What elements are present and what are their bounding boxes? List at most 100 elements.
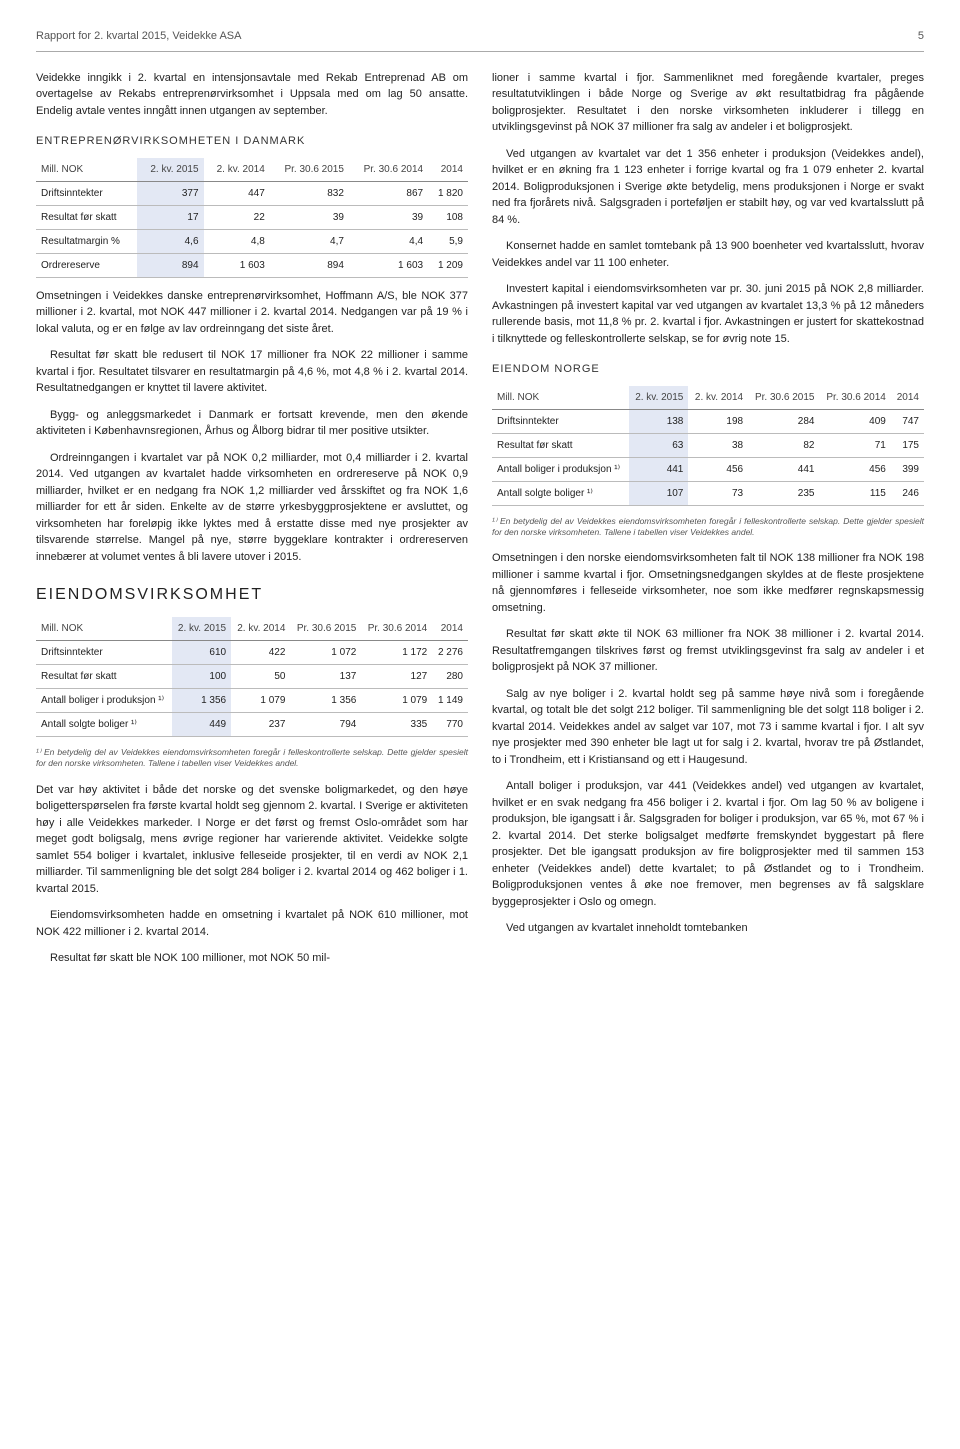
cell: 235 <box>748 481 819 505</box>
row-label: Resultatmargin % <box>36 229 137 253</box>
cell: 127 <box>361 665 432 689</box>
two-column-layout: Veidekke inngikk i 2. kvartal en intensj… <box>36 70 924 977</box>
paragraph: Bygg- og anleggsmarkedet i Danmark er fo… <box>36 407 468 440</box>
cell: 1 820 <box>428 181 468 205</box>
table-eiendom: Mill. NOK 2. kv. 2015 2. kv. 2014 Pr. 30… <box>36 617 468 737</box>
cell: 894 <box>137 253 203 277</box>
cell: 794 <box>290 713 361 737</box>
cell: 441 <box>629 457 689 481</box>
footnote: ¹⁾ En betydelig del av Veidekkes eiendom… <box>36 747 468 770</box>
col-h: Pr. 30.6 2015 <box>290 617 361 641</box>
paragraph: Resultat før skatt ble NOK 100 millioner… <box>36 950 468 967</box>
cell: 1 172 <box>361 641 432 665</box>
cell: 71 <box>819 433 890 457</box>
cell: 422 <box>231 641 290 665</box>
table-row: Resultat før skatt17223939108 <box>36 205 468 229</box>
cell: 82 <box>748 433 819 457</box>
header-title: Rapport for 2. kvartal 2015, Veidekke AS… <box>36 28 241 45</box>
paragraph: Resultat før skatt økte til NOK 63 milli… <box>492 626 924 676</box>
heading-danmark: ENTREPRENØRVIRKSOMHETEN I DANMARK <box>36 133 468 150</box>
col-h: 2. kv. 2014 <box>204 158 270 182</box>
table-row: Driftsinntekter3774478328671 820 <box>36 181 468 205</box>
cell: 1 356 <box>290 689 361 713</box>
col-h: Pr. 30.6 2014 <box>819 386 890 410</box>
paragraph: Resultat før skatt ble redusert til NOK … <box>36 347 468 397</box>
table-body: Driftsinntekter138198284409747Resultat f… <box>492 409 924 505</box>
cell: 4,6 <box>137 229 203 253</box>
paragraph: Ved utgangen av kvartalet inneholdt tomt… <box>492 920 924 937</box>
cell: 115 <box>819 481 890 505</box>
cell: 456 <box>688 457 748 481</box>
heading-eiendom: EIENDOMSVIRKSOMHET <box>36 583 468 607</box>
col-h: 2. kv. 2015 <box>172 617 231 641</box>
col-label: Mill. NOK <box>36 158 137 182</box>
row-label: Antall boliger i produksjon ¹⁾ <box>492 457 629 481</box>
cell: 447 <box>204 181 270 205</box>
paragraph: Eiendomsvirksomheten hadde en omsetning … <box>36 907 468 940</box>
cell: 63 <box>629 433 689 457</box>
paragraph: Det var høy aktivitet i både det norske … <box>36 782 468 898</box>
paragraph: Ordreinngangen i kvartalet var på NOK 0,… <box>36 450 468 566</box>
cell: 4,7 <box>270 229 349 253</box>
cell: 5,9 <box>428 229 468 253</box>
cell: 377 <box>137 181 203 205</box>
cell: 137 <box>290 665 361 689</box>
cell: 100 <box>172 665 231 689</box>
col-h: 2. kv. 2014 <box>688 386 748 410</box>
col-h: 2014 <box>891 386 924 410</box>
cell: 1 356 <box>172 689 231 713</box>
intro-paragraph: Veidekke inngikk i 2. kvartal en intensj… <box>36 70 468 120</box>
cell: 1 079 <box>231 689 290 713</box>
cell: 1 603 <box>349 253 428 277</box>
table-row: Antall boliger i produksjon ¹⁾4414564414… <box>492 457 924 481</box>
row-label: Ordrereserve <box>36 253 137 277</box>
row-label: Antall solgte boliger ¹⁾ <box>492 481 629 505</box>
cell: 409 <box>819 409 890 433</box>
col-h: 2014 <box>428 158 468 182</box>
cell: 280 <box>432 665 468 689</box>
page-header: Rapport for 2. kvartal 2015, Veidekke AS… <box>36 28 924 52</box>
col-h: 2014 <box>432 617 468 641</box>
paragraph: Investert kapital i eiendomsvirksomheten… <box>492 281 924 347</box>
col-label: Mill. NOK <box>36 617 172 641</box>
row-label: Antall boliger i produksjon ¹⁾ <box>36 689 172 713</box>
cell: 1 079 <box>361 689 432 713</box>
table-row: Antall boliger i produksjon ¹⁾1 3561 079… <box>36 689 468 713</box>
cell: 138 <box>629 409 689 433</box>
col-h: 2. kv. 2015 <box>629 386 689 410</box>
cell: 747 <box>891 409 924 433</box>
table-row: Resultat før skatt10050137127280 <box>36 665 468 689</box>
table-row: Driftsinntekter138198284409747 <box>492 409 924 433</box>
cell: 610 <box>172 641 231 665</box>
row-label: Driftsinntekter <box>492 409 629 433</box>
row-label: Driftsinntekter <box>36 641 172 665</box>
cell: 39 <box>349 205 428 229</box>
cell: 1 149 <box>432 689 468 713</box>
cell: 39 <box>270 205 349 229</box>
table-danmark: Mill. NOK 2. kv. 2015 2. kv. 2014 Pr. 30… <box>36 158 468 278</box>
paragraph: lioner i samme kvartal i fjor. Sammenlik… <box>492 70 924 136</box>
paragraph: Omsetningen i Veidekkes danske entrepren… <box>36 288 468 338</box>
cell: 449 <box>172 713 231 737</box>
table-row: Resultat før skatt63388271175 <box>492 433 924 457</box>
table-row: Ordrereserve8941 6038941 6031 209 <box>36 253 468 277</box>
cell: 456 <box>819 457 890 481</box>
col-h: 2. kv. 2014 <box>231 617 290 641</box>
cell: 38 <box>688 433 748 457</box>
cell: 770 <box>432 713 468 737</box>
paragraph: Omsetningen i den norske eiendomsvirksom… <box>492 550 924 616</box>
cell: 832 <box>270 181 349 205</box>
table-row: Antall solgte boliger ¹⁾449237794335770 <box>36 713 468 737</box>
cell: 4,8 <box>204 229 270 253</box>
paragraph: Konsernet hadde en samlet tomtebank på 1… <box>492 238 924 271</box>
cell: 1 603 <box>204 253 270 277</box>
paragraph: Ved utgangen av kvartalet var det 1 356 … <box>492 146 924 229</box>
cell: 17 <box>137 205 203 229</box>
col-h: 2. kv. 2015 <box>137 158 203 182</box>
cell: 4,4 <box>349 229 428 253</box>
row-label: Resultat før skatt <box>492 433 629 457</box>
table-row: Resultatmargin %4,64,84,74,45,9 <box>36 229 468 253</box>
cell: 198 <box>688 409 748 433</box>
paragraph: Antall boliger i produksjon, var 441 (Ve… <box>492 778 924 910</box>
cell: 108 <box>428 205 468 229</box>
